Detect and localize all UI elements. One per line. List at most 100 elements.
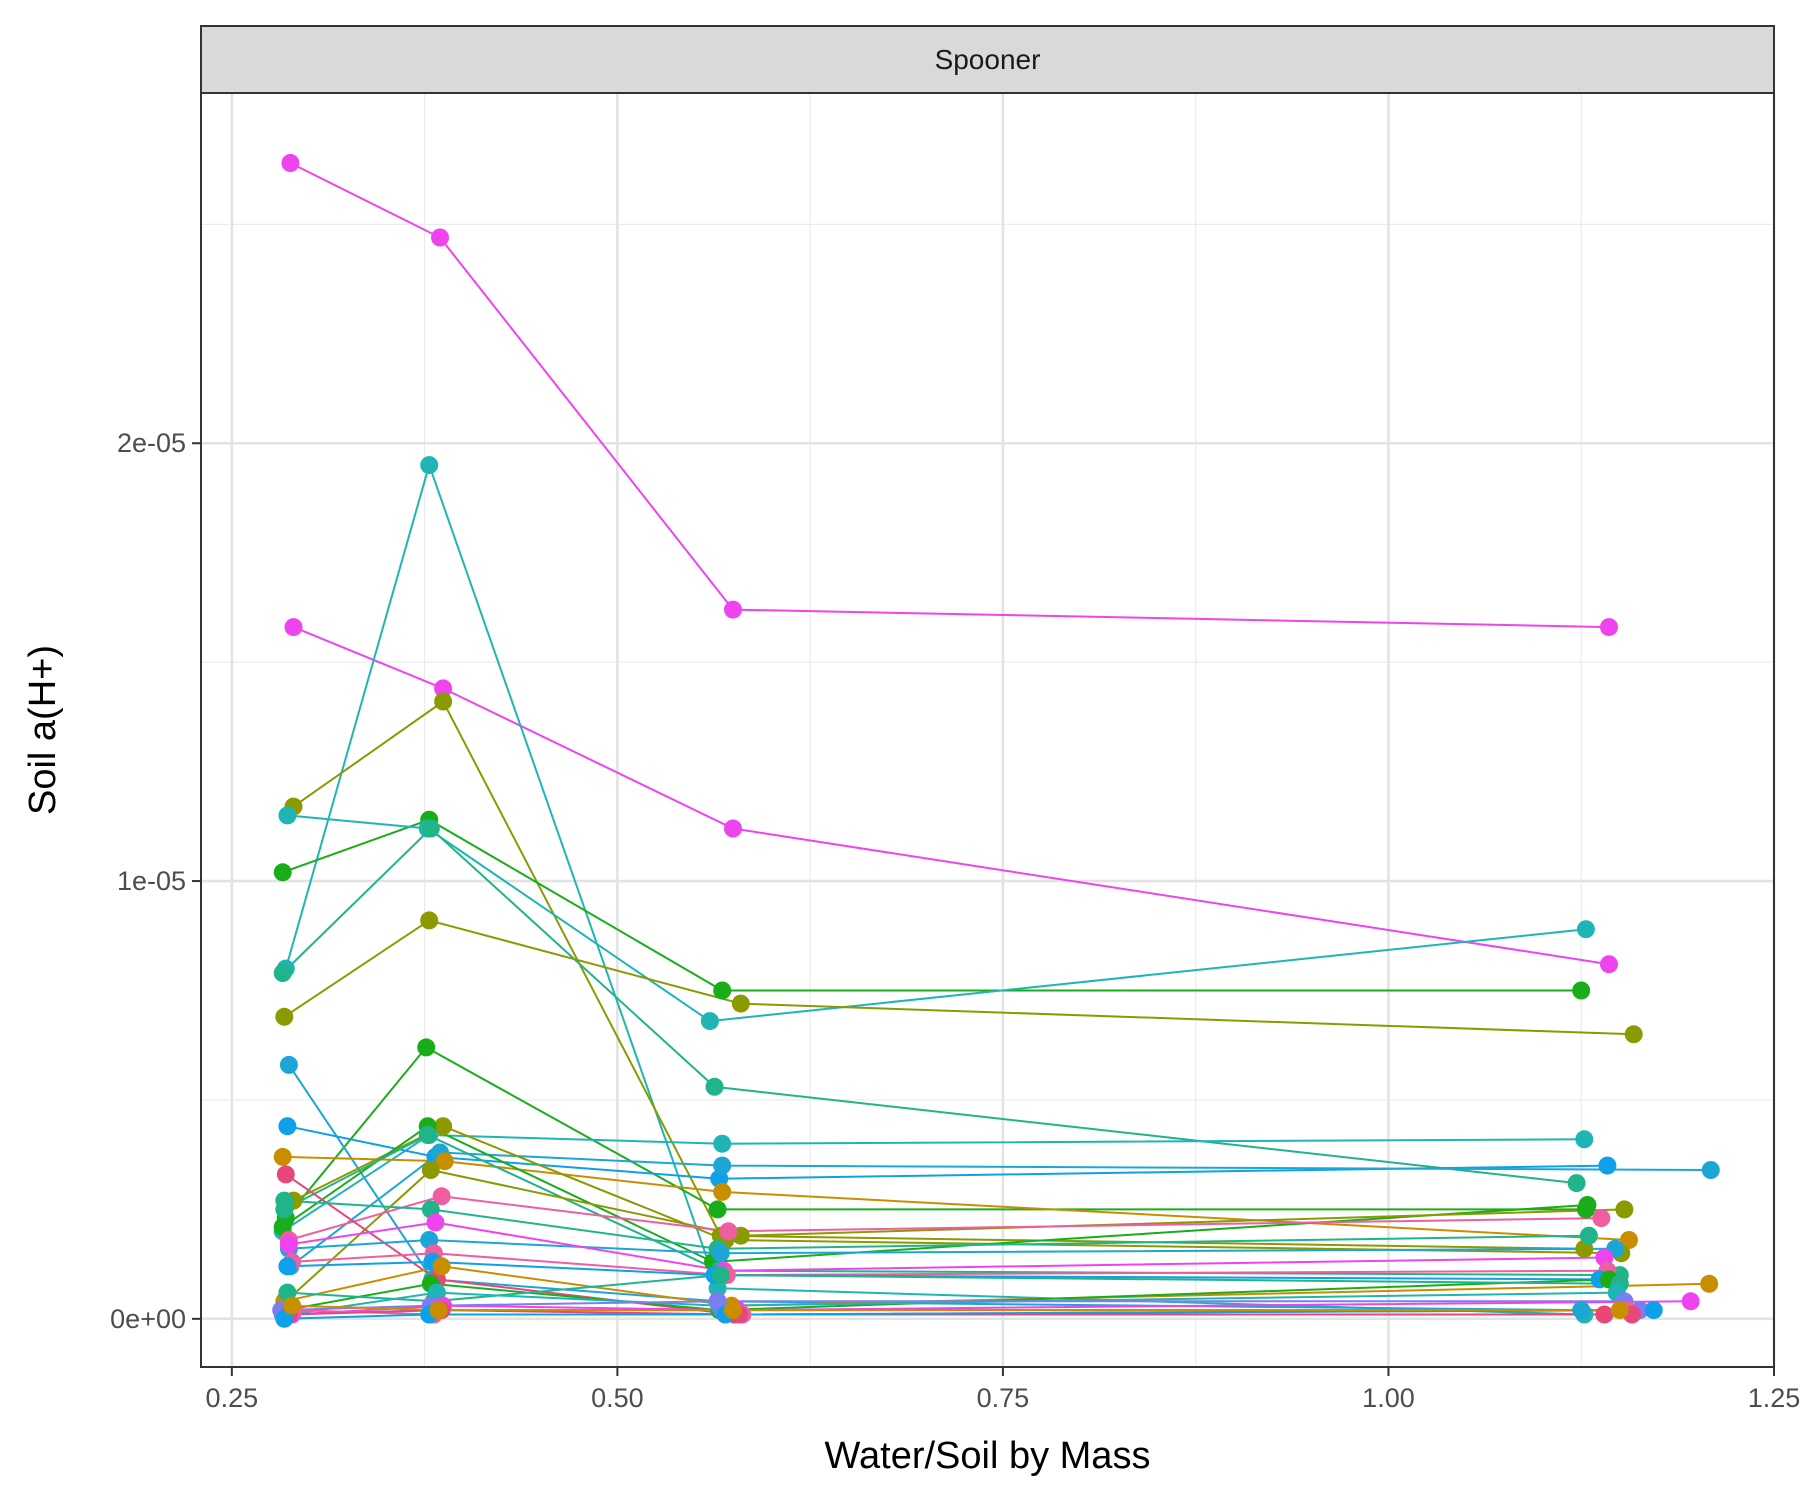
series-line-36 — [291, 1304, 1620, 1312]
y-axis-title: Soil a(H+) — [22, 645, 64, 815]
series-line-18 — [285, 1168, 1625, 1303]
data-point — [1595, 1305, 1614, 1324]
data-point — [1592, 1209, 1611, 1228]
data-point — [429, 1301, 448, 1320]
data-point — [278, 1257, 297, 1276]
data-point — [275, 1007, 294, 1026]
data-point — [1576, 920, 1595, 939]
data-point — [1578, 1196, 1597, 1214]
data-point — [711, 1266, 730, 1285]
data-point — [1600, 955, 1618, 974]
series-line-12 — [287, 1125, 1608, 1180]
data-point — [713, 1156, 732, 1175]
data-point — [713, 981, 732, 1000]
series-line-28 — [287, 1274, 1620, 1303]
data-point — [420, 911, 439, 930]
facet-strip-label: Spooner — [935, 44, 1041, 75]
plot-panel — [201, 93, 1774, 1367]
series-line-32 — [291, 1300, 1691, 1316]
series-line-2 — [293, 626, 1610, 966]
data-point — [278, 1117, 297, 1136]
series-line-14 — [282, 1155, 1630, 1241]
series-line-25 — [287, 1260, 1600, 1281]
data-point — [1572, 1301, 1591, 1320]
data-point — [705, 1077, 724, 1096]
series-line-34 — [288, 1309, 1633, 1316]
data-point — [1575, 1130, 1594, 1149]
data-point — [1701, 1161, 1720, 1179]
data-point — [1567, 1174, 1586, 1193]
data-point — [283, 1296, 301, 1315]
data-point — [1624, 1025, 1643, 1044]
y-tick-label: 0e+00 — [110, 1304, 186, 1334]
data-point — [1600, 618, 1618, 637]
data-point — [724, 819, 742, 838]
x-tick-label: 1.25 — [1748, 1383, 1800, 1413]
series-line-5 — [282, 818, 1582, 992]
data-point — [279, 1235, 298, 1254]
data-point — [281, 154, 300, 172]
data-point — [713, 1182, 732, 1201]
data-point — [1610, 1301, 1629, 1320]
series-line-35 — [284, 1309, 1654, 1320]
x-axis-ticks: 0.25 0.50 0.75 1.00 1.25 — [206, 1367, 1800, 1413]
x-tick-label: 0.25 — [206, 1383, 259, 1413]
series-line-13 — [289, 1151, 1711, 1268]
data-point — [434, 692, 453, 711]
data-point — [731, 994, 750, 1013]
data-point — [279, 1055, 298, 1074]
data-point — [1572, 981, 1591, 1000]
data-point — [417, 1038, 436, 1057]
series-line-21 — [284, 1199, 1589, 1250]
x-tick-label: 0.75 — [977, 1383, 1030, 1413]
data-point — [1644, 1301, 1663, 1320]
data-point — [275, 1191, 294, 1210]
data-point — [421, 819, 440, 838]
series-line-23 — [288, 1221, 1605, 1272]
series-lines — [281, 162, 1711, 1320]
data-point — [418, 1126, 437, 1144]
data-point — [1681, 1292, 1700, 1311]
data-point — [284, 618, 303, 637]
data-point — [700, 1012, 719, 1031]
series-line-26 — [284, 1265, 1710, 1307]
data-point — [1579, 1226, 1598, 1245]
data-point — [432, 1257, 451, 1276]
series-line-1 — [289, 162, 1610, 629]
data-point — [278, 806, 297, 825]
series-line-24 — [291, 1252, 1608, 1277]
data-point — [434, 679, 453, 698]
data-point — [1620, 1231, 1638, 1249]
series-line-11 — [282, 1133, 1585, 1233]
data-point — [431, 228, 449, 247]
data-point — [434, 1117, 453, 1136]
data-point — [1700, 1274, 1719, 1293]
data-point — [273, 964, 292, 982]
x-tick-label: 1.00 — [1362, 1383, 1415, 1413]
data-point — [1598, 1156, 1617, 1175]
data-point — [713, 1134, 732, 1153]
data-point — [426, 1213, 445, 1232]
data-point — [708, 1200, 727, 1219]
y-axis-ticks: 0e+00 1e-05 2e-05 — [110, 428, 201, 1334]
y-tick-label: 2e-05 — [117, 428, 186, 458]
data-point — [724, 1301, 742, 1320]
data-point — [711, 1244, 730, 1263]
series-line-15 — [293, 1125, 1622, 1255]
series-line-6 — [287, 814, 1587, 1023]
grid-major — [201, 93, 1776, 1367]
data-point — [1615, 1200, 1634, 1219]
series-line-7 — [282, 827, 1577, 1185]
series-line-9 — [285, 1046, 1586, 1219]
data-point — [276, 1165, 295, 1184]
series-line-29 — [288, 1291, 1617, 1316]
x-tick-label: 0.50 — [591, 1383, 644, 1413]
data-point — [273, 863, 292, 882]
series-line-19 — [288, 1195, 1602, 1241]
data-point — [420, 456, 439, 475]
data-point — [421, 1161, 440, 1179]
data-point — [435, 1152, 454, 1171]
data-point — [719, 1222, 738, 1241]
